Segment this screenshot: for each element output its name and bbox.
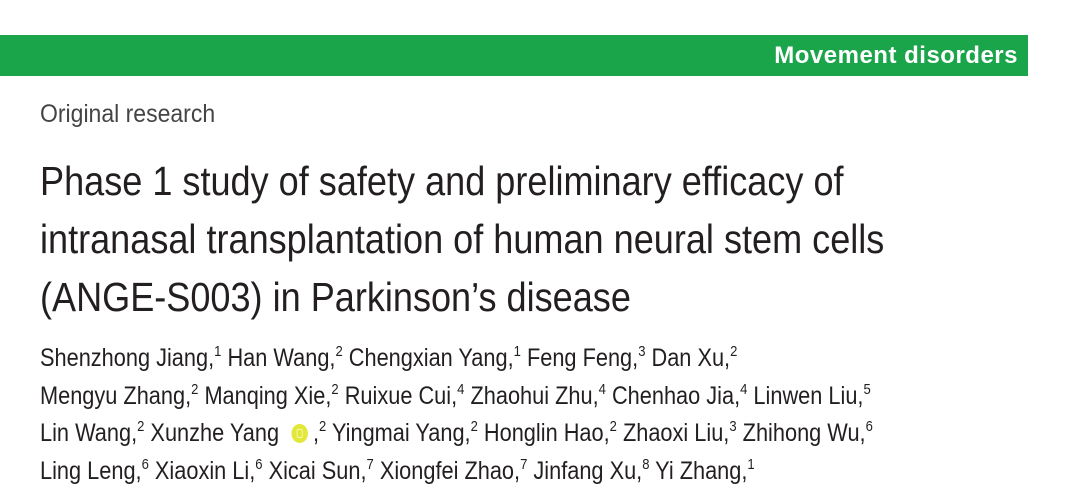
affiliation-number: 8 <box>642 455 650 473</box>
author-name: Yi Zhang, <box>655 456 748 485</box>
author-name: Lin Wang, <box>40 419 138 447</box>
author-name: Dan Xu, <box>651 344 731 372</box>
affiliation-number: 2 <box>609 418 617 435</box>
author-name: Honglin Hao, <box>483 419 610 447</box>
title-line: intranasal transplantation of human neur… <box>40 216 885 262</box>
affiliation-number: 6 <box>255 455 263 473</box>
author-name: Yingmai Yang, <box>331 419 471 447</box>
article-type: Original research <box>40 100 216 128</box>
affiliation-number: 4 <box>740 380 748 398</box>
affiliation-number: 2 <box>730 343 738 360</box>
affiliation-number: 4 <box>598 380 606 398</box>
affiliation-number: 6 <box>141 455 149 473</box>
author-name: Han Wang, <box>227 344 336 372</box>
author-line: Lin Wang,2 Xunzhe Yang ,2 Yingmai Yang,2 … <box>40 415 873 453</box>
article-title: Phase 1 study of safety and preliminary … <box>40 152 884 326</box>
affiliation-number: 2 <box>191 380 199 398</box>
section-label: Movement disorders <box>774 42 1018 69</box>
affiliation-number: 6 <box>865 418 873 435</box>
affiliation-number: 2 <box>137 418 145 435</box>
author-line: Ling Leng,6 Xiaoxin Li,6 Xicai Sun,7 Xio… <box>40 453 873 491</box>
title-line: (ANGE-S003) in Parkinson’s disease <box>40 274 631 320</box>
affiliation-number: 2 <box>335 343 343 360</box>
author-name: Chengxian Yang, <box>348 344 514 372</box>
author-name: Mengyu Zhang, <box>40 381 192 410</box>
author-name: Xicai Sun, <box>268 456 367 485</box>
author-name: Linwen Liu, <box>753 381 864 410</box>
section-banner: Movement disorders <box>0 35 1028 76</box>
affiliation-number: 1 <box>513 343 521 360</box>
affiliation-number: 1 <box>747 455 755 473</box>
author-line: Mengyu Zhang,2 Manqing Xie,2 Ruixue Cui,… <box>40 378 873 416</box>
affiliation-number: 3 <box>638 343 646 360</box>
author-name: Zhaohui Zhu, <box>470 381 599 410</box>
author-name: Manqing Xie, <box>204 381 332 410</box>
orcid-icon <box>291 424 308 443</box>
author-name: Shenzhong Jiang, <box>40 344 215 372</box>
affiliation-number: 3 <box>729 418 737 435</box>
affiliation-number: 2 <box>470 418 478 435</box>
author-name: Xunzhe Yang <box>150 419 280 447</box>
author-separator: , <box>312 419 320 447</box>
affiliation-number: 5 <box>863 380 871 398</box>
affiliation-number: 4 <box>457 380 465 398</box>
author-name: Chenhao Jia, <box>611 381 741 410</box>
author-name: Jinfang Xu, <box>533 456 643 485</box>
author-name: Xiongfei Zhao, <box>379 456 521 485</box>
affiliation-number: 1 <box>214 343 222 360</box>
title-line: Phase 1 study of safety and preliminary … <box>40 158 844 204</box>
author-name: Ruixue Cui, <box>344 381 458 410</box>
author-name: Ling Leng, <box>40 456 142 485</box>
author-list: Shenzhong Jiang,1 Han Wang,2 Chengxian Y… <box>40 340 873 490</box>
author-name: Zhihong Wu, <box>742 419 866 447</box>
author-name: Xiaoxin Li, <box>154 456 256 485</box>
affiliation-number: 7 <box>366 455 374 473</box>
author-line: Shenzhong Jiang,1 Han Wang,2 Chengxian Y… <box>40 340 873 378</box>
author-name: Feng Feng, <box>526 344 639 372</box>
affiliation-number: 7 <box>520 455 528 473</box>
affiliation-number: 2 <box>331 380 339 398</box>
author-name: Zhaoxi Liu, <box>622 419 730 447</box>
affiliation-number: 2 <box>319 418 327 435</box>
